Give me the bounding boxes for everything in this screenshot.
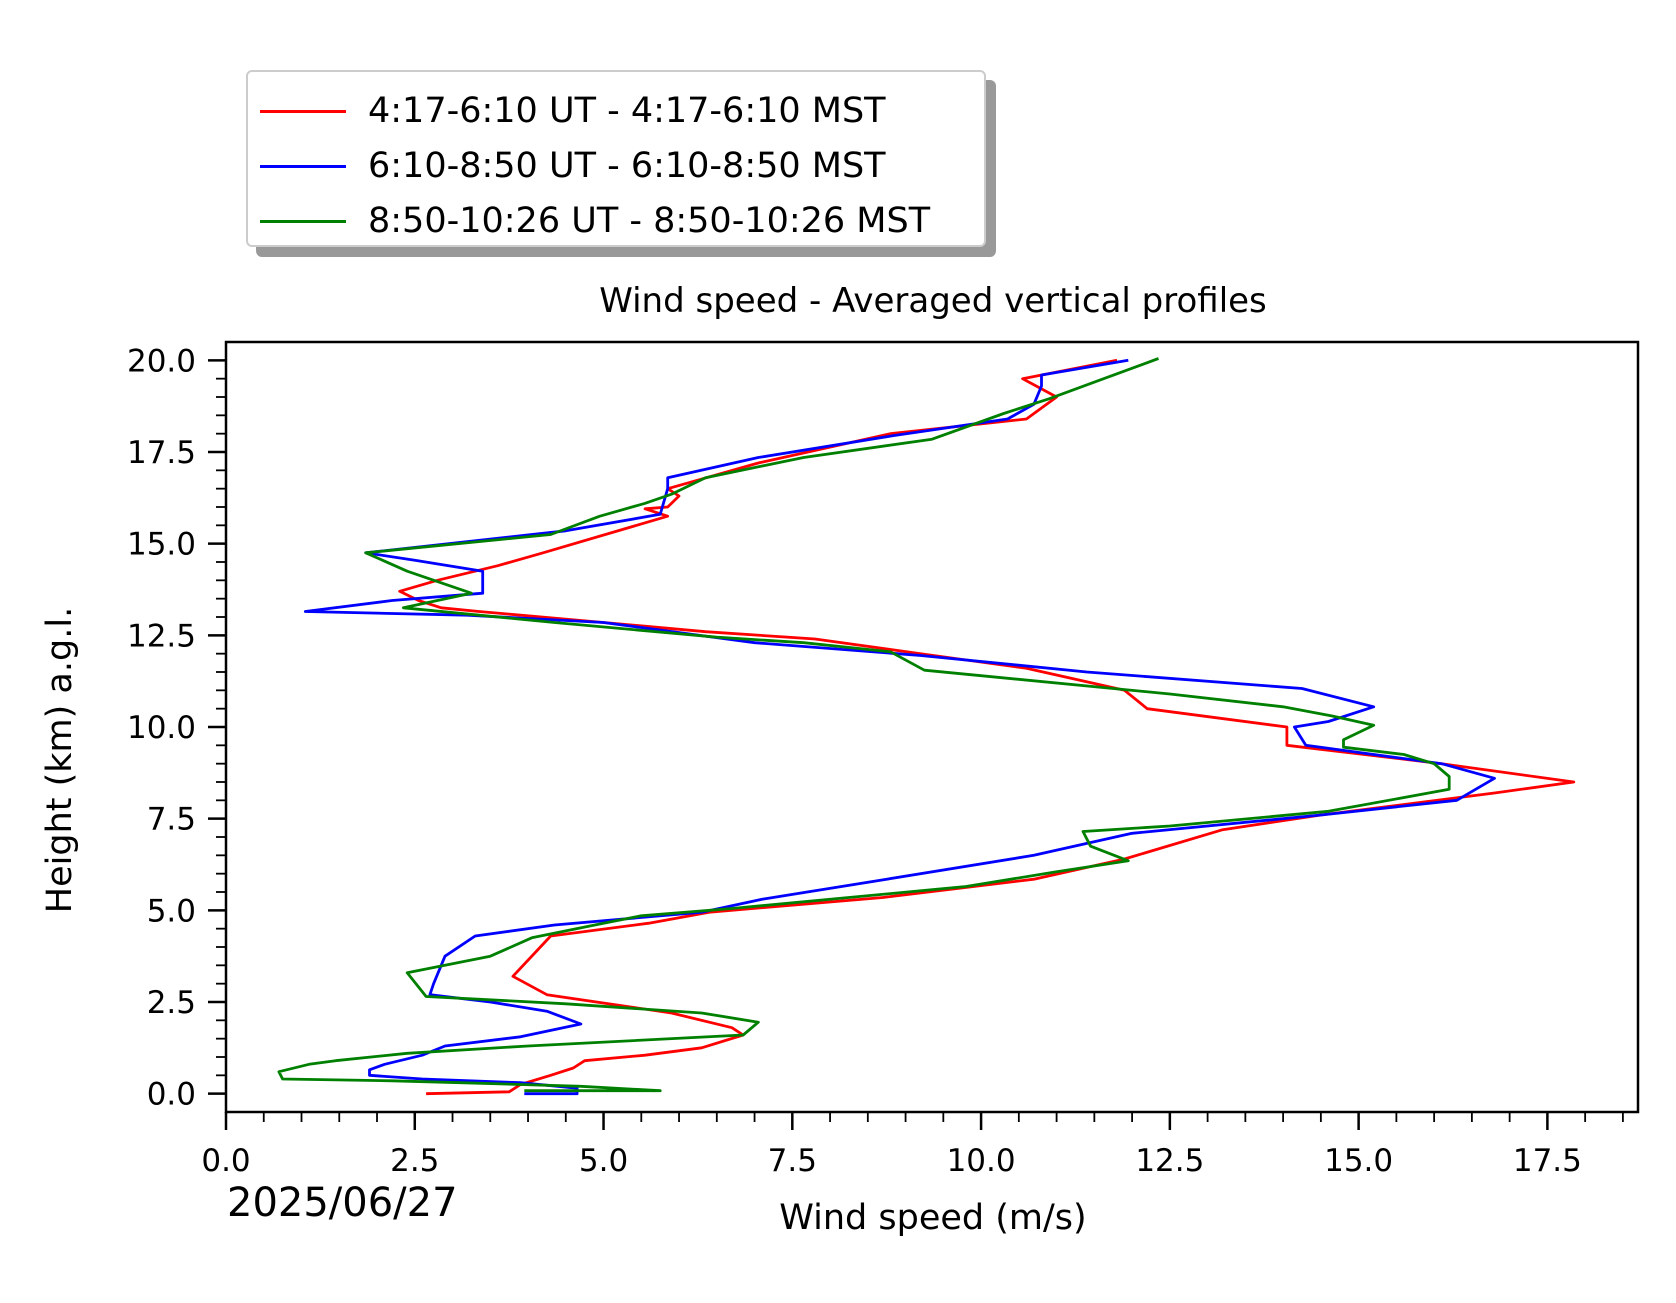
- series-line-1: [398, 358, 1576, 1096]
- legend-swatch-2: [260, 164, 346, 168]
- y-tick-label: 10.0: [127, 710, 196, 746]
- legend-swatch-3: [260, 219, 346, 223]
- series-layer: [277, 357, 1576, 1096]
- date-stamp: 2025/06/27: [227, 1180, 458, 1226]
- y-axis: 0.0 2.5 5.0 7.5 10.0 12.5 15.0 17.5 20.0: [127, 343, 226, 1113]
- y-tick-label: 5.0: [147, 893, 196, 929]
- x-tick-label: 5.0: [579, 1143, 628, 1179]
- series-line-2: [303, 358, 1496, 1096]
- y-axis-label: Height (km) a.g.l.: [40, 606, 80, 914]
- x-tick-label: 17.5: [1513, 1143, 1582, 1179]
- y-tick-label: 12.5: [127, 618, 196, 654]
- y-tick-label: 0.0: [147, 1077, 196, 1113]
- y-tick-label: 17.5: [127, 435, 196, 471]
- x-tick-label: 12.5: [1135, 1143, 1204, 1179]
- legend-label-3: 8:50-10:26 UT - 8:50-10:26 MST: [368, 201, 931, 241]
- x-axis: 0.0 2.5 5.0 7.5 10.0 12.5 15.0 17.5: [201, 1112, 1624, 1179]
- legend-label-1: 4:17-6:10 UT - 4:17-6:10 MST: [368, 91, 886, 131]
- x-tick-label: 2.5: [390, 1143, 439, 1179]
- y-tick-label: 20.0: [127, 343, 196, 379]
- legend-swatch-1: [260, 109, 346, 113]
- y-tick-label: 2.5: [147, 985, 196, 1021]
- x-tick-label: 15.0: [1324, 1143, 1393, 1179]
- y-tick-label: 7.5: [147, 802, 196, 838]
- legend: 4:17-6:10 UT - 4:17-6:10 MST 6:10-8:50 U…: [246, 70, 986, 247]
- x-tick-label: 7.5: [768, 1143, 817, 1179]
- x-axis-label: Wind speed (m/s): [779, 1198, 1087, 1238]
- x-tick-label: 0.0: [201, 1143, 250, 1179]
- x-tick-label: 10.0: [947, 1143, 1016, 1179]
- series-line-3: [277, 357, 1451, 1093]
- y-tick-label: 15.0: [127, 527, 196, 563]
- chart-title: Wind speed - Averaged vertical profiles: [599, 281, 1267, 321]
- legend-label-2: 6:10-8:50 UT - 6:10-8:50 MST: [368, 146, 886, 186]
